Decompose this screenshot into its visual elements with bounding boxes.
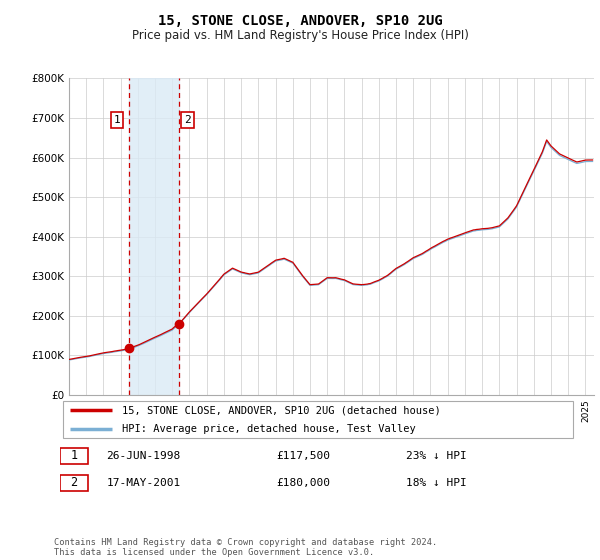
Text: 18% ↓ HPI: 18% ↓ HPI (406, 478, 466, 488)
Text: Price paid vs. HM Land Registry's House Price Index (HPI): Price paid vs. HM Land Registry's House … (131, 29, 469, 42)
Text: 1: 1 (70, 449, 77, 463)
FancyBboxPatch shape (60, 475, 88, 491)
FancyBboxPatch shape (60, 448, 88, 464)
Text: £180,000: £180,000 (277, 478, 331, 488)
Text: 17-MAY-2001: 17-MAY-2001 (106, 478, 181, 488)
Text: Contains HM Land Registry data © Crown copyright and database right 2024.
This d: Contains HM Land Registry data © Crown c… (54, 538, 437, 557)
Text: 15, STONE CLOSE, ANDOVER, SP10 2UG (detached house): 15, STONE CLOSE, ANDOVER, SP10 2UG (deta… (122, 405, 440, 415)
Text: 1: 1 (113, 115, 121, 125)
Text: 26-JUN-1998: 26-JUN-1998 (106, 451, 181, 461)
Text: 23% ↓ HPI: 23% ↓ HPI (406, 451, 466, 461)
Text: £117,500: £117,500 (277, 451, 331, 461)
Bar (129, 78, 179, 395)
Text: 2: 2 (70, 476, 77, 489)
FancyBboxPatch shape (62, 401, 574, 438)
Text: HPI: Average price, detached house, Test Valley: HPI: Average price, detached house, Test… (122, 424, 416, 433)
Text: 2: 2 (184, 115, 191, 125)
Text: 15, STONE CLOSE, ANDOVER, SP10 2UG: 15, STONE CLOSE, ANDOVER, SP10 2UG (158, 14, 442, 28)
